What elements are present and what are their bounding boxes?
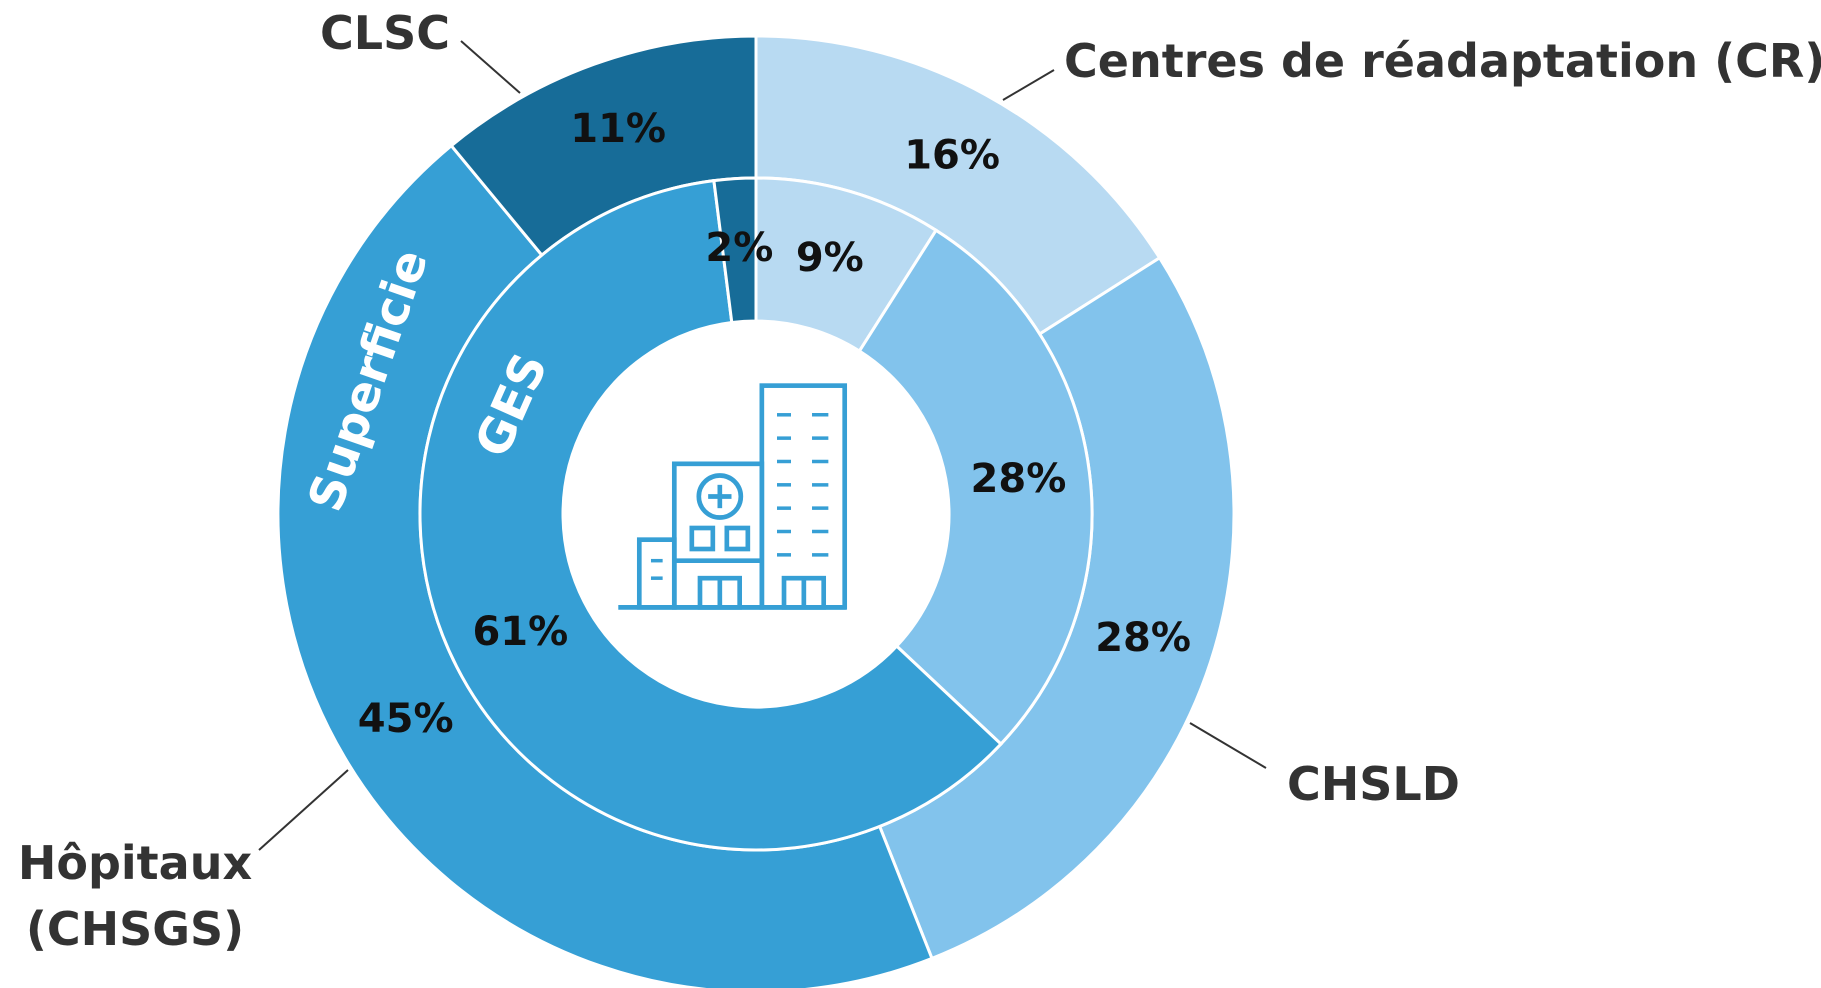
value-label: 28% xyxy=(971,456,1067,502)
value-label: 61% xyxy=(472,609,568,655)
value-label: 16% xyxy=(904,132,1000,178)
category-label: Centres de réadaptation (CR) xyxy=(1064,34,1821,88)
value-label: 28% xyxy=(1095,615,1191,661)
leader-lines xyxy=(258,40,1267,851)
center-hole xyxy=(563,321,949,707)
value-label: 45% xyxy=(358,696,454,742)
category-label: CLSC xyxy=(320,6,450,60)
category-label: Hôpitaux (CHSGS) xyxy=(17,836,253,956)
hospital-icon xyxy=(618,383,848,610)
value-label: 11% xyxy=(570,106,666,152)
category-label: CHSLD xyxy=(1287,757,1460,811)
value-label: 9% xyxy=(796,235,864,281)
value-label: 2% xyxy=(705,225,773,271)
